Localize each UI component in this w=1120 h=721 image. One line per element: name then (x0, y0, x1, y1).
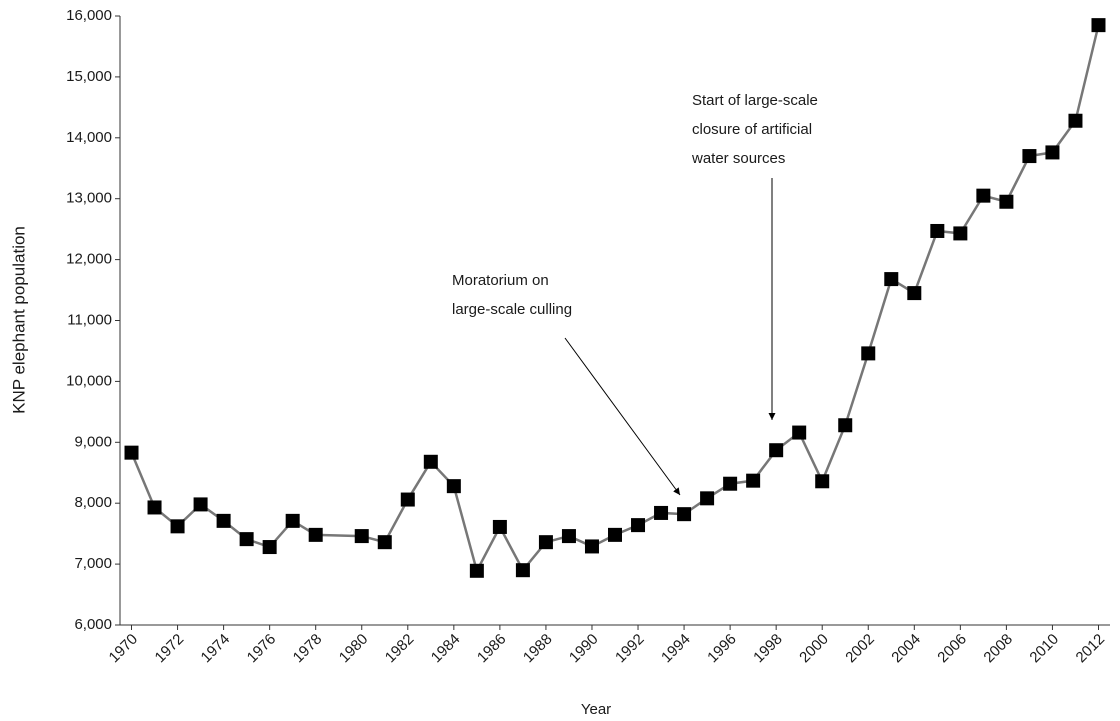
annotation: closure of artificial (692, 121, 812, 138)
y-tick-label: 7,000 (74, 555, 112, 572)
data-point (976, 188, 991, 203)
annotation: water sources (691, 150, 785, 167)
y-tick-label: 15,000 (66, 68, 112, 85)
y-tick-label: 6,000 (74, 616, 112, 633)
data-point (124, 445, 139, 460)
data-point (1022, 149, 1037, 164)
x-tick-label: 1988 (520, 631, 556, 667)
x-tick-label: 2012 (1073, 631, 1109, 667)
x-tick-label: 1974 (198, 631, 234, 667)
data-point (677, 507, 692, 522)
x-tick-label: 2004 (888, 631, 924, 667)
x-tick-label: 1994 (658, 631, 694, 667)
data-point (515, 563, 530, 578)
data-point (608, 527, 622, 542)
data-point (170, 519, 185, 534)
data-point (538, 535, 553, 550)
y-axis-label: KNP elephant population (9, 226, 28, 414)
x-tick-label: 1992 (612, 631, 648, 667)
annotation: large-scale culling (452, 301, 572, 318)
x-tick-label: 1984 (428, 631, 464, 667)
y-tick-label: 13,000 (66, 190, 112, 207)
data-point (147, 500, 162, 515)
x-tick-label: 1990 (566, 631, 602, 667)
data-point (999, 194, 1014, 209)
data-point (746, 473, 761, 488)
x-tick-label: 1982 (382, 631, 418, 667)
data-point (815, 474, 830, 489)
data-point (469, 563, 484, 578)
data-point (907, 286, 922, 301)
x-tick-label: 1998 (750, 631, 786, 667)
data-point (354, 529, 369, 544)
data-point (377, 535, 392, 550)
data-point (1045, 145, 1060, 160)
x-axis-label: Year (581, 701, 611, 718)
data-point (423, 454, 438, 469)
x-tick-label: 1978 (290, 631, 326, 667)
data-point (193, 497, 208, 512)
x-tick-label: 1980 (336, 631, 372, 667)
y-tick-label: 8,000 (74, 494, 112, 511)
x-tick-label: 1972 (152, 631, 188, 667)
data-point (1068, 113, 1083, 128)
data-point (492, 519, 507, 534)
y-tick-label: 14,000 (66, 129, 112, 146)
data-point (838, 418, 853, 433)
data-point (723, 476, 738, 491)
x-tick-label: 2008 (980, 631, 1016, 667)
y-tick-label: 9,000 (74, 433, 112, 450)
data-point (953, 226, 968, 241)
x-tick-label: 1976 (244, 631, 280, 667)
data-point (446, 479, 461, 494)
data-point (769, 443, 784, 458)
data-point (216, 513, 231, 528)
annotation-arrow (564, 337, 681, 496)
data-point (700, 491, 715, 506)
data-point (285, 513, 300, 528)
x-tick-label: 2010 (1026, 631, 1062, 667)
data-point (861, 346, 876, 361)
y-tick-label: 16,000 (66, 7, 112, 24)
annotation: Start of large-scale (692, 92, 818, 109)
data-point (561, 529, 576, 544)
data-point (1091, 18, 1106, 33)
x-tick-label: 1986 (474, 631, 510, 667)
x-tick-label: 1996 (704, 631, 740, 667)
data-point (884, 272, 899, 287)
data-point (654, 505, 669, 520)
annotation: Moratorium on (452, 272, 549, 289)
y-tick-label: 10,000 (66, 372, 112, 389)
data-point (308, 527, 323, 542)
x-tick-label: 2000 (796, 631, 832, 667)
data-point (584, 539, 599, 554)
data-point (631, 518, 646, 533)
series-line (130, 24, 1100, 575)
x-tick-label: 2006 (934, 631, 970, 667)
y-tick-label: 12,000 (66, 251, 112, 268)
data-point (930, 223, 945, 238)
x-tick-label: 1970 (106, 631, 142, 667)
x-tick-label: 2002 (842, 631, 878, 667)
data-point (239, 532, 254, 547)
y-tick-label: 11,000 (67, 311, 112, 328)
data-point (262, 540, 277, 555)
data-point (400, 492, 415, 507)
data-point (792, 425, 807, 440)
